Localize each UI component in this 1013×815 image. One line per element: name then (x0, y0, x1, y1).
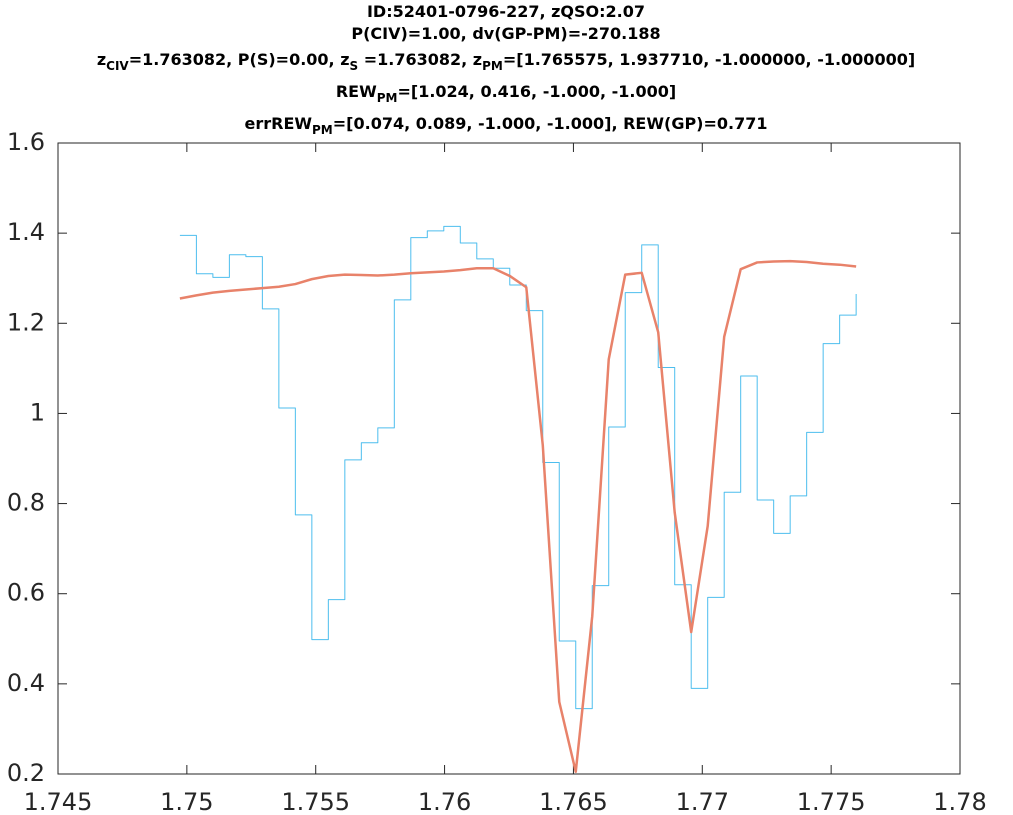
model-line (179, 259, 857, 773)
x-tick-label: 1.76 (418, 788, 471, 815)
title-text: =1.763082, P(S)=0.00, z (129, 50, 350, 69)
x-tick-label: 1.745 (24, 788, 93, 815)
y-tick-label: 1.6 (7, 128, 45, 156)
title-subscript: PM (312, 123, 333, 137)
x-tick-label: 1.775 (797, 788, 866, 815)
x-tick-label: 1.77 (676, 788, 729, 815)
title-text: =1.763082, z (358, 50, 482, 69)
title-text: =[0.074, 0.089, -1.000, -1.000], REW(GP)… (333, 114, 768, 133)
chart-title: ID:52401-0796-227, zQSO:2.07 (367, 2, 645, 21)
y-tick-label: 1.4 (7, 218, 45, 246)
chart-title: REWPM=[1.024, 0.416, -1.000, -1.000] (336, 82, 676, 105)
x-tick-label: 1.78 (933, 788, 986, 815)
y-tick-label: 0.8 (7, 489, 45, 517)
y-tick-label: 1.2 (7, 308, 45, 336)
title-text: z (97, 50, 106, 69)
y-tick-label: 0.6 (7, 579, 45, 607)
x-tick-label: 1.765 (539, 788, 608, 815)
y-tick-label: 0.4 (7, 669, 45, 697)
y-tick-label: 0.2 (7, 759, 45, 787)
title-text: ID:52401-0796-227, zQSO:2.07 (367, 2, 645, 21)
title-subscript: PM (377, 91, 398, 105)
x-tick-label: 1.755 (281, 788, 350, 815)
title-subscript: CIV (106, 59, 129, 73)
y-tick-label: 1 (30, 398, 45, 426)
title-text: =[1.765575, 1.937710, -1.000000, -1.0000… (503, 50, 915, 69)
title-text: P(CIV)=1.00, dv(GP-PM)=-270.188 (351, 24, 660, 43)
x-tick-label: 1.75 (160, 788, 213, 815)
chart-title: errREWPM=[0.074, 0.089, -1.000, -1.000],… (244, 114, 767, 137)
title-subscript: PM (482, 59, 503, 73)
title-text: =[1.024, 0.416, -1.000, -1.000] (397, 82, 676, 101)
chart-title: P(CIV)=1.00, dv(GP-PM)=-270.188 (351, 24, 660, 43)
plot-area (57, 142, 961, 775)
title-text: REW (336, 82, 377, 101)
chart-title: zCIV=1.763082, P(S)=0.00, zS =1.763082, … (97, 50, 915, 73)
data-line (179, 225, 857, 710)
title-text: errREW (244, 114, 312, 133)
title-subscript: S (350, 59, 359, 73)
